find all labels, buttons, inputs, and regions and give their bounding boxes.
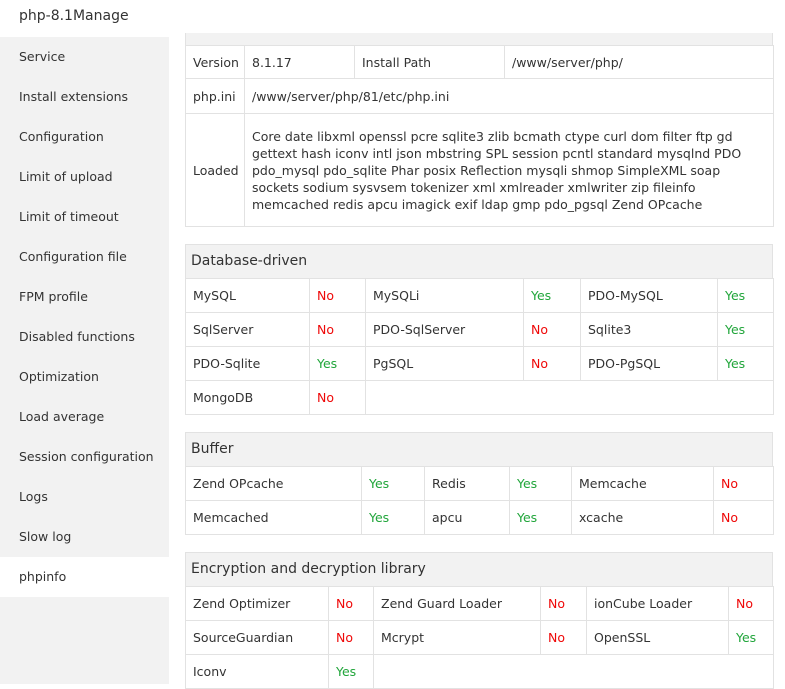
feature-status: No — [329, 587, 374, 621]
feature-name: Zend Guard Loader — [374, 587, 541, 621]
section: Encryption and decryption libraryZend Op… — [185, 552, 773, 689]
section-title: Database-driven — [185, 244, 773, 278]
feature-status: No — [524, 347, 581, 381]
feature-name: MySQLi — [366, 279, 524, 313]
section-table: MySQLNoMySQLiYesPDO-MySQLYesSqlServerNoP… — [185, 278, 774, 415]
sidebar-item[interactable]: Disabled functions — [0, 317, 169, 357]
feature-name: PDO-SqlServer — [366, 313, 524, 347]
section-row: IconvYes — [186, 655, 774, 689]
feature-name: ionCube Loader — [587, 587, 729, 621]
empty-cell — [366, 381, 774, 415]
sidebar-item[interactable]: phpinfo — [0, 557, 169, 597]
section-row: SourceGuardianNoMcryptNoOpenSSLYes — [186, 621, 774, 655]
feature-status: Yes — [718, 279, 774, 313]
feature-status: No — [541, 621, 587, 655]
section-header — [185, 33, 773, 45]
sidebar-item[interactable]: Install extensions — [0, 77, 169, 117]
feature-status: Yes — [510, 467, 572, 501]
feature-status: No — [310, 313, 366, 347]
feature-name: PDO-MySQL — [581, 279, 718, 313]
feature-name: PDO-PgSQL — [581, 347, 718, 381]
feature-status: Yes — [329, 655, 374, 689]
section-table: Zend OPcacheYesRedisYesMemcacheNoMemcach… — [185, 466, 774, 535]
info-cell: /www/server/php/ — [505, 46, 774, 79]
feature-status: No — [714, 501, 774, 535]
section-title: Buffer — [185, 432, 773, 466]
info-cell: php.ini — [186, 79, 245, 114]
info-cell: Version — [186, 46, 245, 79]
section-title: Encryption and decryption library — [185, 552, 773, 586]
section-row: Zend OptimizerNoZend Guard LoaderNoionCu… — [186, 587, 774, 621]
info-cell: Loaded — [186, 114, 245, 227]
feature-name: Zend Optimizer — [186, 587, 329, 621]
sidebar-item[interactable]: Load average — [0, 397, 169, 437]
sidebar-item[interactable]: Service — [0, 37, 169, 77]
info-cell: Core date libxml openssl pcre sqlite3 zl… — [245, 114, 774, 227]
feature-name: Memcache — [572, 467, 714, 501]
feature-name: Redis — [425, 467, 510, 501]
feature-name: PDO-Sqlite — [186, 347, 310, 381]
sidebar-item[interactable]: Limit of timeout — [0, 197, 169, 237]
feature-status: Yes — [362, 467, 425, 501]
feature-status: Yes — [718, 347, 774, 381]
feature-name: SqlServer — [186, 313, 310, 347]
info-row: php.ini/www/server/php/81/etc/php.ini — [186, 79, 774, 114]
feature-name: xcache — [572, 501, 714, 535]
sidebar-item[interactable]: Logs — [0, 477, 169, 517]
content: Version8.1.17Install Path/www/server/php… — [185, 33, 773, 689]
feature-status: No — [729, 587, 774, 621]
info-cell: 8.1.17 — [245, 46, 355, 79]
feature-status: No — [310, 279, 366, 313]
sidebar-item[interactable]: Slow log — [0, 517, 169, 557]
sidebar-item[interactable]: Limit of upload — [0, 157, 169, 197]
info-cell: /www/server/php/81/etc/php.ini — [245, 79, 774, 114]
info-row: Version8.1.17Install Path/www/server/php… — [186, 46, 774, 79]
feature-name: Memcached — [186, 501, 362, 535]
feature-status: No — [329, 621, 374, 655]
feature-status: No — [524, 313, 581, 347]
feature-status: Yes — [524, 279, 581, 313]
info-table: Version8.1.17Install Path/www/server/php… — [185, 45, 774, 227]
feature-status: No — [541, 587, 587, 621]
feature-name: Zend OPcache — [186, 467, 362, 501]
feature-status: No — [310, 381, 366, 415]
feature-name: SourceGuardian — [186, 621, 329, 655]
info-cell: Install Path — [355, 46, 505, 79]
feature-status: Yes — [510, 501, 572, 535]
section: BufferZend OPcacheYesRedisYesMemcacheNoM… — [185, 432, 773, 535]
feature-name: MySQL — [186, 279, 310, 313]
section-row: MemcachedYesapcuYesxcacheNo — [186, 501, 774, 535]
sidebar-item[interactable]: FPM profile — [0, 277, 169, 317]
feature-status: Yes — [310, 347, 366, 381]
feature-name: PgSQL — [366, 347, 524, 381]
sidebar-item[interactable]: Optimization — [0, 357, 169, 397]
sidebar: ServiceInstall extensionsConfigurationLi… — [0, 37, 169, 684]
feature-name: OpenSSL — [587, 621, 729, 655]
info-row: LoadedCore date libxml openssl pcre sqli… — [186, 114, 774, 227]
empty-cell — [374, 655, 774, 689]
sidebar-item[interactable]: Session configuration — [0, 437, 169, 477]
feature-status: Yes — [718, 313, 774, 347]
feature-name: Sqlite3 — [581, 313, 718, 347]
section-row: SqlServerNoPDO-SqlServerNoSqlite3Yes — [186, 313, 774, 347]
feature-status: Yes — [362, 501, 425, 535]
section-row: PDO-SqliteYesPgSQLNoPDO-PgSQLYes — [186, 347, 774, 381]
feature-name: Mcrypt — [374, 621, 541, 655]
feature-name: apcu — [425, 501, 510, 535]
sidebar-item[interactable]: Configuration file — [0, 237, 169, 277]
section-row: Zend OPcacheYesRedisYesMemcacheNo — [186, 467, 774, 501]
section-row: MongoDBNo — [186, 381, 774, 415]
section: Database-drivenMySQLNoMySQLiYesPDO-MySQL… — [185, 244, 773, 415]
feature-name: Iconv — [186, 655, 329, 689]
section-row: MySQLNoMySQLiYesPDO-MySQLYes — [186, 279, 774, 313]
feature-status: No — [714, 467, 774, 501]
sidebar-item[interactable]: Configuration — [0, 117, 169, 157]
section-table: Zend OptimizerNoZend Guard LoaderNoionCu… — [185, 586, 774, 689]
window-title: php-8.1Manage — [0, 0, 785, 33]
feature-status: Yes — [729, 621, 774, 655]
feature-name: MongoDB — [186, 381, 310, 415]
